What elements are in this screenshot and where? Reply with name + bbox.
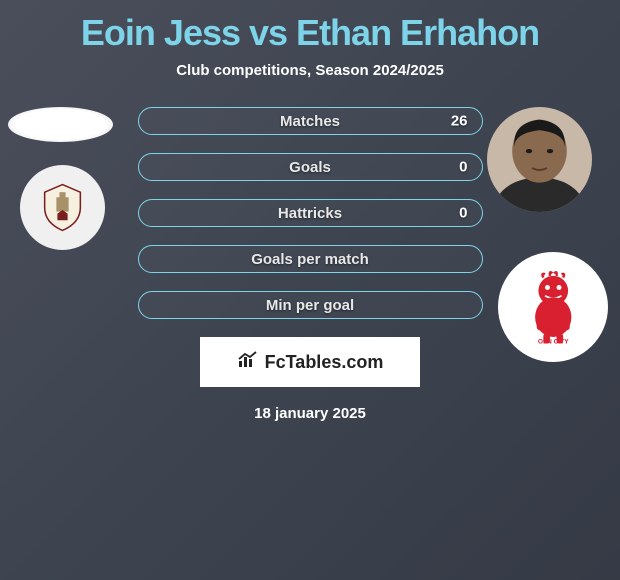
stat-value-right: 0 [459,205,467,222]
stat-row-goals: Goals 0 [138,153,483,181]
comparison-panel: OLN CITY Matches 26 Goals 0 Hattricks 0 … [0,107,620,319]
stat-row-mpg: Min per goal [138,291,483,319]
stat-label: Matches [280,113,340,130]
stat-value-right: 0 [459,159,467,176]
stat-row-matches: Matches 26 [138,107,483,135]
stat-row-gpm: Goals per match [138,245,483,273]
watermark-text: FcTables.com [265,352,384,373]
stat-label: Goals [289,159,331,176]
stat-value-right: 26 [451,113,468,130]
svg-text:OLN CITY: OLN CITY [538,338,569,345]
watermark: FcTables.com [200,337,420,387]
player-left-photo [8,107,113,142]
club-right-crest: OLN CITY [498,252,608,362]
player-right-photo [487,107,592,212]
page-subtitle: Club competitions, Season 2024/2025 [0,62,620,79]
stat-label: Min per goal [266,297,354,314]
stat-row-hattricks: Hattricks 0 [138,199,483,227]
club-left-crest [20,165,105,250]
stat-label: Hattricks [278,205,342,222]
page-title: Eoin Jess vs Ethan Erhahon [0,0,620,54]
stat-label: Goals per match [251,251,369,268]
chart-icon [237,351,259,374]
stat-rows: Matches 26 Goals 0 Hattricks 0 Goals per… [138,107,483,319]
date-label: 18 january 2025 [0,405,620,422]
